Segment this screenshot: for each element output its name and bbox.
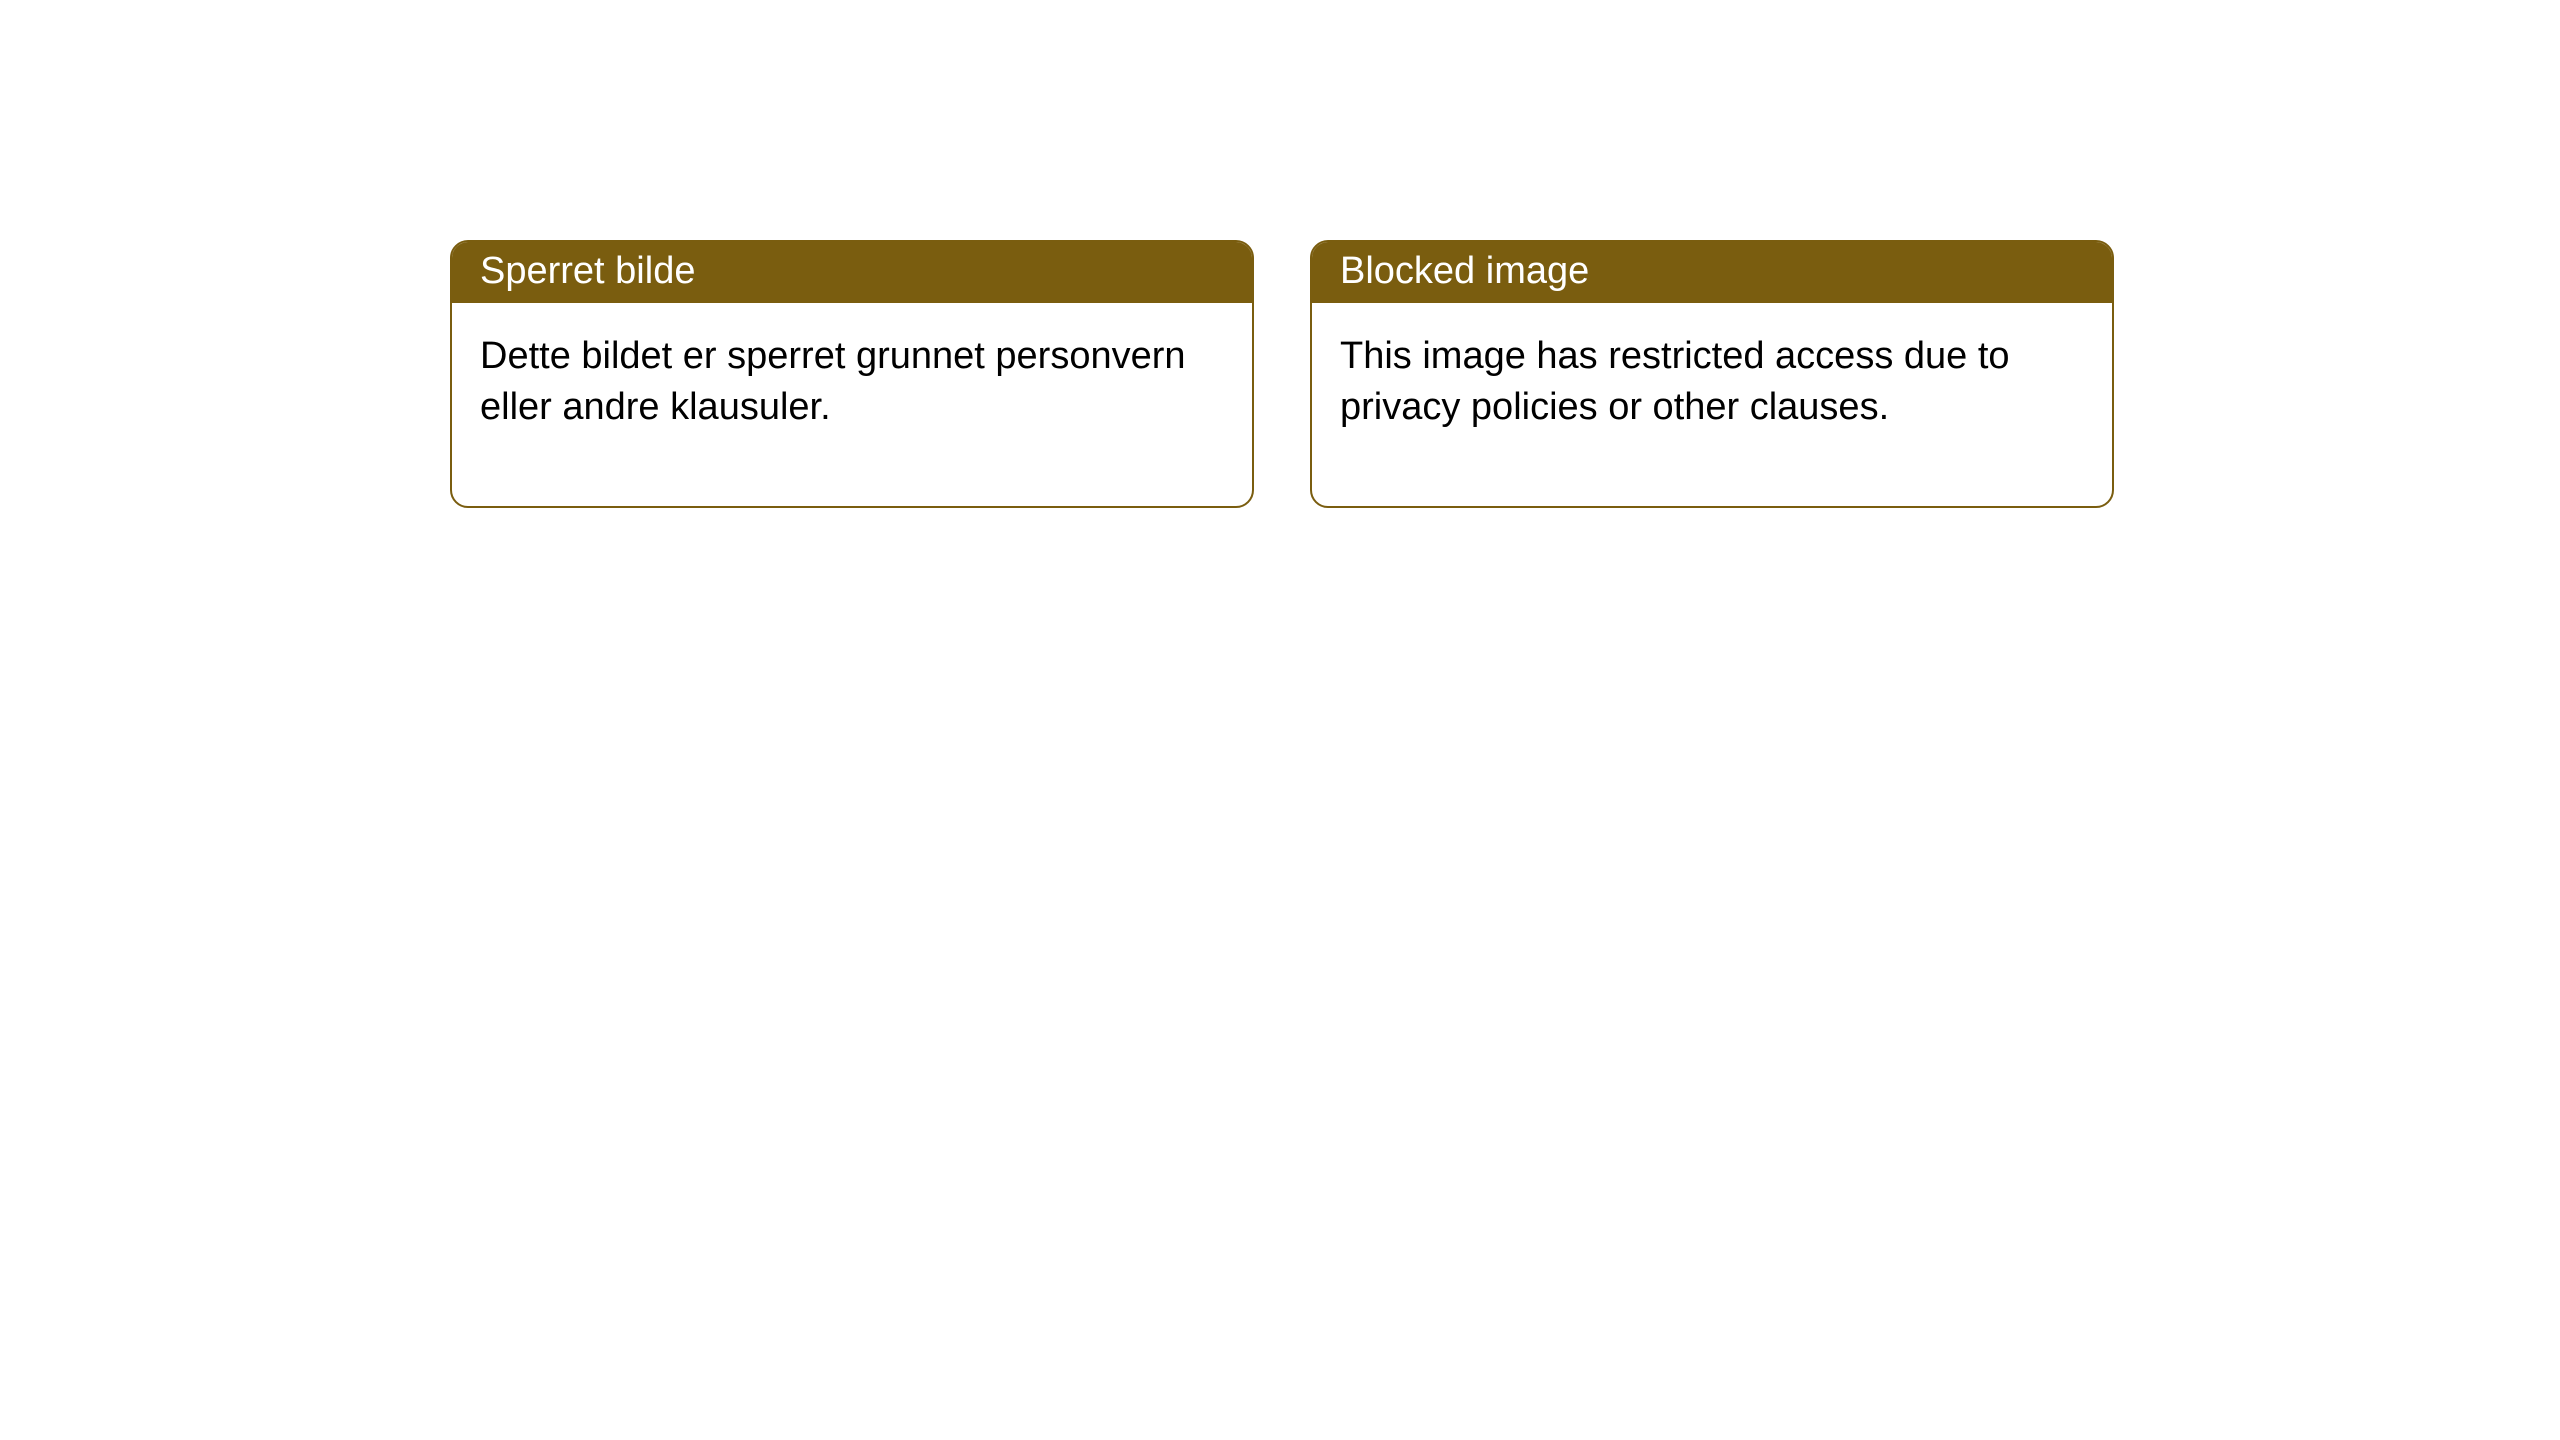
card-title: Sperret bilde — [480, 250, 695, 292]
card-title: Blocked image — [1340, 250, 1589, 292]
card-body-text: This image has restricted access due to … — [1340, 335, 2010, 428]
card-body: This image has restricted access due to … — [1312, 303, 2112, 506]
card-header: Sperret bilde — [452, 242, 1252, 303]
card-body: Dette bildet er sperret grunnet personve… — [452, 303, 1252, 506]
notice-card-norwegian: Sperret bilde Dette bildet er sperret gr… — [450, 240, 1254, 508]
notice-card-english: Blocked image This image has restricted … — [1310, 240, 2114, 508]
card-body-text: Dette bildet er sperret grunnet personve… — [480, 335, 1186, 428]
card-header: Blocked image — [1312, 242, 2112, 303]
notice-container: Sperret bilde Dette bildet er sperret gr… — [0, 0, 2560, 508]
